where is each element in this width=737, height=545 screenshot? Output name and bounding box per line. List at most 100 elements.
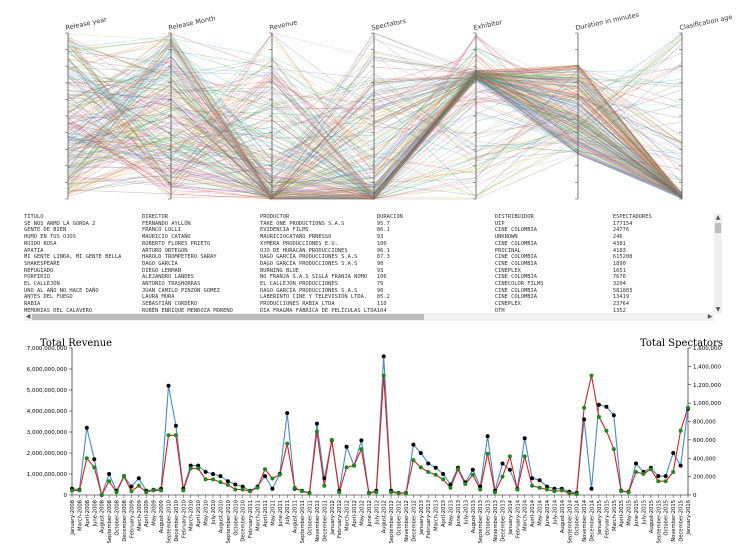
data-point[interactable] (530, 483, 535, 488)
data-point[interactable] (144, 490, 149, 495)
data-point[interactable] (641, 471, 646, 476)
data-point[interactable] (604, 404, 609, 409)
data-point[interactable] (463, 482, 468, 486)
data-point[interactable] (574, 492, 579, 497)
data-point[interactable] (559, 488, 564, 493)
data-point[interactable] (233, 487, 238, 492)
data-point[interactable] (611, 447, 616, 452)
data-point[interactable] (344, 465, 349, 470)
data-point[interactable] (270, 486, 275, 491)
data-point[interactable] (203, 469, 208, 474)
data-point[interactable] (225, 482, 230, 487)
data-point[interactable] (136, 476, 141, 481)
horizontal-scroll-thumb[interactable] (32, 314, 424, 320)
data-point[interactable] (678, 428, 683, 433)
data-point[interactable] (159, 488, 164, 493)
data-point[interactable] (300, 489, 305, 494)
data-point[interactable] (359, 438, 364, 443)
data-point[interactable] (485, 434, 490, 439)
data-point[interactable] (211, 472, 215, 476)
data-point[interactable] (522, 454, 527, 459)
data-point[interactable] (611, 413, 616, 418)
scroll-down-icon[interactable]: ▼ (715, 306, 721, 313)
data-point[interactable] (441, 477, 446, 482)
data-point[interactable] (619, 489, 624, 494)
data-point[interactable] (166, 433, 171, 438)
table-row[interactable]: EL CALLEJÓN ANTONIO TRASHORRAS EL CALLEJÓN… (24, 281, 713, 288)
data-point[interactable] (582, 417, 587, 422)
data-point[interactable] (426, 470, 431, 474)
scroll-up-icon[interactable]: ▲ (715, 214, 721, 221)
data-point[interactable] (448, 485, 453, 490)
data-point[interactable] (77, 488, 82, 493)
data-point[interactable] (366, 491, 371, 496)
data-point[interactable] (545, 487, 549, 492)
data-point[interactable] (493, 490, 497, 495)
data-point[interactable] (671, 451, 676, 455)
data-point[interactable] (218, 474, 223, 479)
table-row[interactable]: APATIA ARTURO ORTEGON OJO DE HURACÁN PRODU… (24, 248, 713, 255)
data-point[interactable] (196, 463, 201, 468)
data-point[interactable] (507, 467, 512, 472)
data-point[interactable] (107, 472, 112, 476)
data-point[interactable] (166, 383, 171, 388)
data-point[interactable] (240, 487, 245, 492)
scroll-left-icon[interactable]: ◀ (25, 313, 31, 320)
data-point[interactable] (426, 461, 431, 466)
data-point[interactable] (129, 484, 134, 489)
data-point[interactable] (552, 489, 557, 494)
data-point[interactable] (522, 436, 527, 441)
data-point[interactable] (173, 423, 178, 428)
data-point[interactable] (188, 463, 193, 468)
data-point[interactable] (634, 470, 638, 474)
data-point[interactable] (671, 470, 676, 474)
data-point[interactable] (173, 433, 178, 438)
pc-axis[interactable]: Clasification age (679, 13, 733, 200)
table-row[interactable]: HUMO EN TUS OJOS MAURICIO CATAÑO MAURICIOC… (24, 234, 713, 241)
data-point[interactable] (70, 488, 74, 493)
pc-axis[interactable]: Revenue (269, 18, 298, 200)
column-header[interactable]: PRODUCTOR (260, 214, 290, 220)
data-point[interactable] (211, 477, 215, 482)
data-point[interactable] (470, 472, 475, 477)
data-point[interactable] (129, 489, 134, 494)
table-row[interactable]: RABIA SEBASTIÁN CORDERO PRODUCCIONES RABIA… (24, 301, 713, 308)
data-point[interactable] (470, 467, 475, 472)
data-point[interactable] (107, 479, 112, 484)
data-point[interactable] (678, 463, 683, 468)
data-point[interactable] (196, 466, 201, 471)
data-point[interactable] (277, 472, 282, 477)
data-point[interactable] (352, 463, 356, 468)
data-point[interactable] (314, 421, 319, 426)
data-point[interactable] (314, 429, 319, 434)
table-row[interactable]: SE NOS ARMO LA GORDA 2 FERNANDO AYLLÓN TAK… (24, 221, 713, 228)
data-point[interactable] (255, 485, 260, 490)
table-row[interactable]: PORFIRIO ALEJANDRO LANDES NO FRANJA S.A.S … (24, 274, 713, 281)
data-point[interactable] (203, 477, 208, 482)
column-header[interactable]: DIRECTOR (142, 214, 168, 220)
column-header[interactable]: TITULO (24, 214, 44, 220)
data-point[interactable] (433, 465, 438, 470)
data-point[interactable] (656, 479, 661, 484)
data-point[interactable] (604, 428, 609, 433)
data-point[interactable] (218, 480, 223, 485)
data-point[interactable] (478, 484, 483, 489)
data-point[interactable] (500, 474, 505, 479)
table-row[interactable]: UNO AL AÑO NO HACE DAÑO JUAN CAMILO PINZÓ… (24, 288, 713, 295)
column-header[interactable]: ESPECTADORES (612, 214, 652, 220)
vertical-scroll-thumb[interactable] (715, 223, 721, 233)
column-header[interactable]: DISTRIBUIDOR (494, 214, 534, 220)
data-point[interactable] (589, 486, 594, 491)
data-point[interactable] (151, 488, 156, 493)
data-point[interactable] (656, 474, 661, 479)
data-point[interactable] (99, 493, 104, 497)
data-point[interactable] (589, 373, 594, 378)
table-row[interactable]: SHAKESPEARE DAGO GARCÍA DAGO GARCÍA PRODUC… (24, 261, 713, 268)
data-point[interactable] (515, 487, 520, 492)
data-point[interactable] (389, 490, 394, 495)
data-point[interactable] (530, 476, 535, 481)
data-point[interactable] (188, 466, 193, 471)
table-row[interactable]: MI GENTE LINDA, MI GENTE BELLA HAROLD TRO… (24, 254, 713, 261)
data-point[interactable] (263, 474, 267, 479)
data-point[interactable] (84, 456, 89, 461)
